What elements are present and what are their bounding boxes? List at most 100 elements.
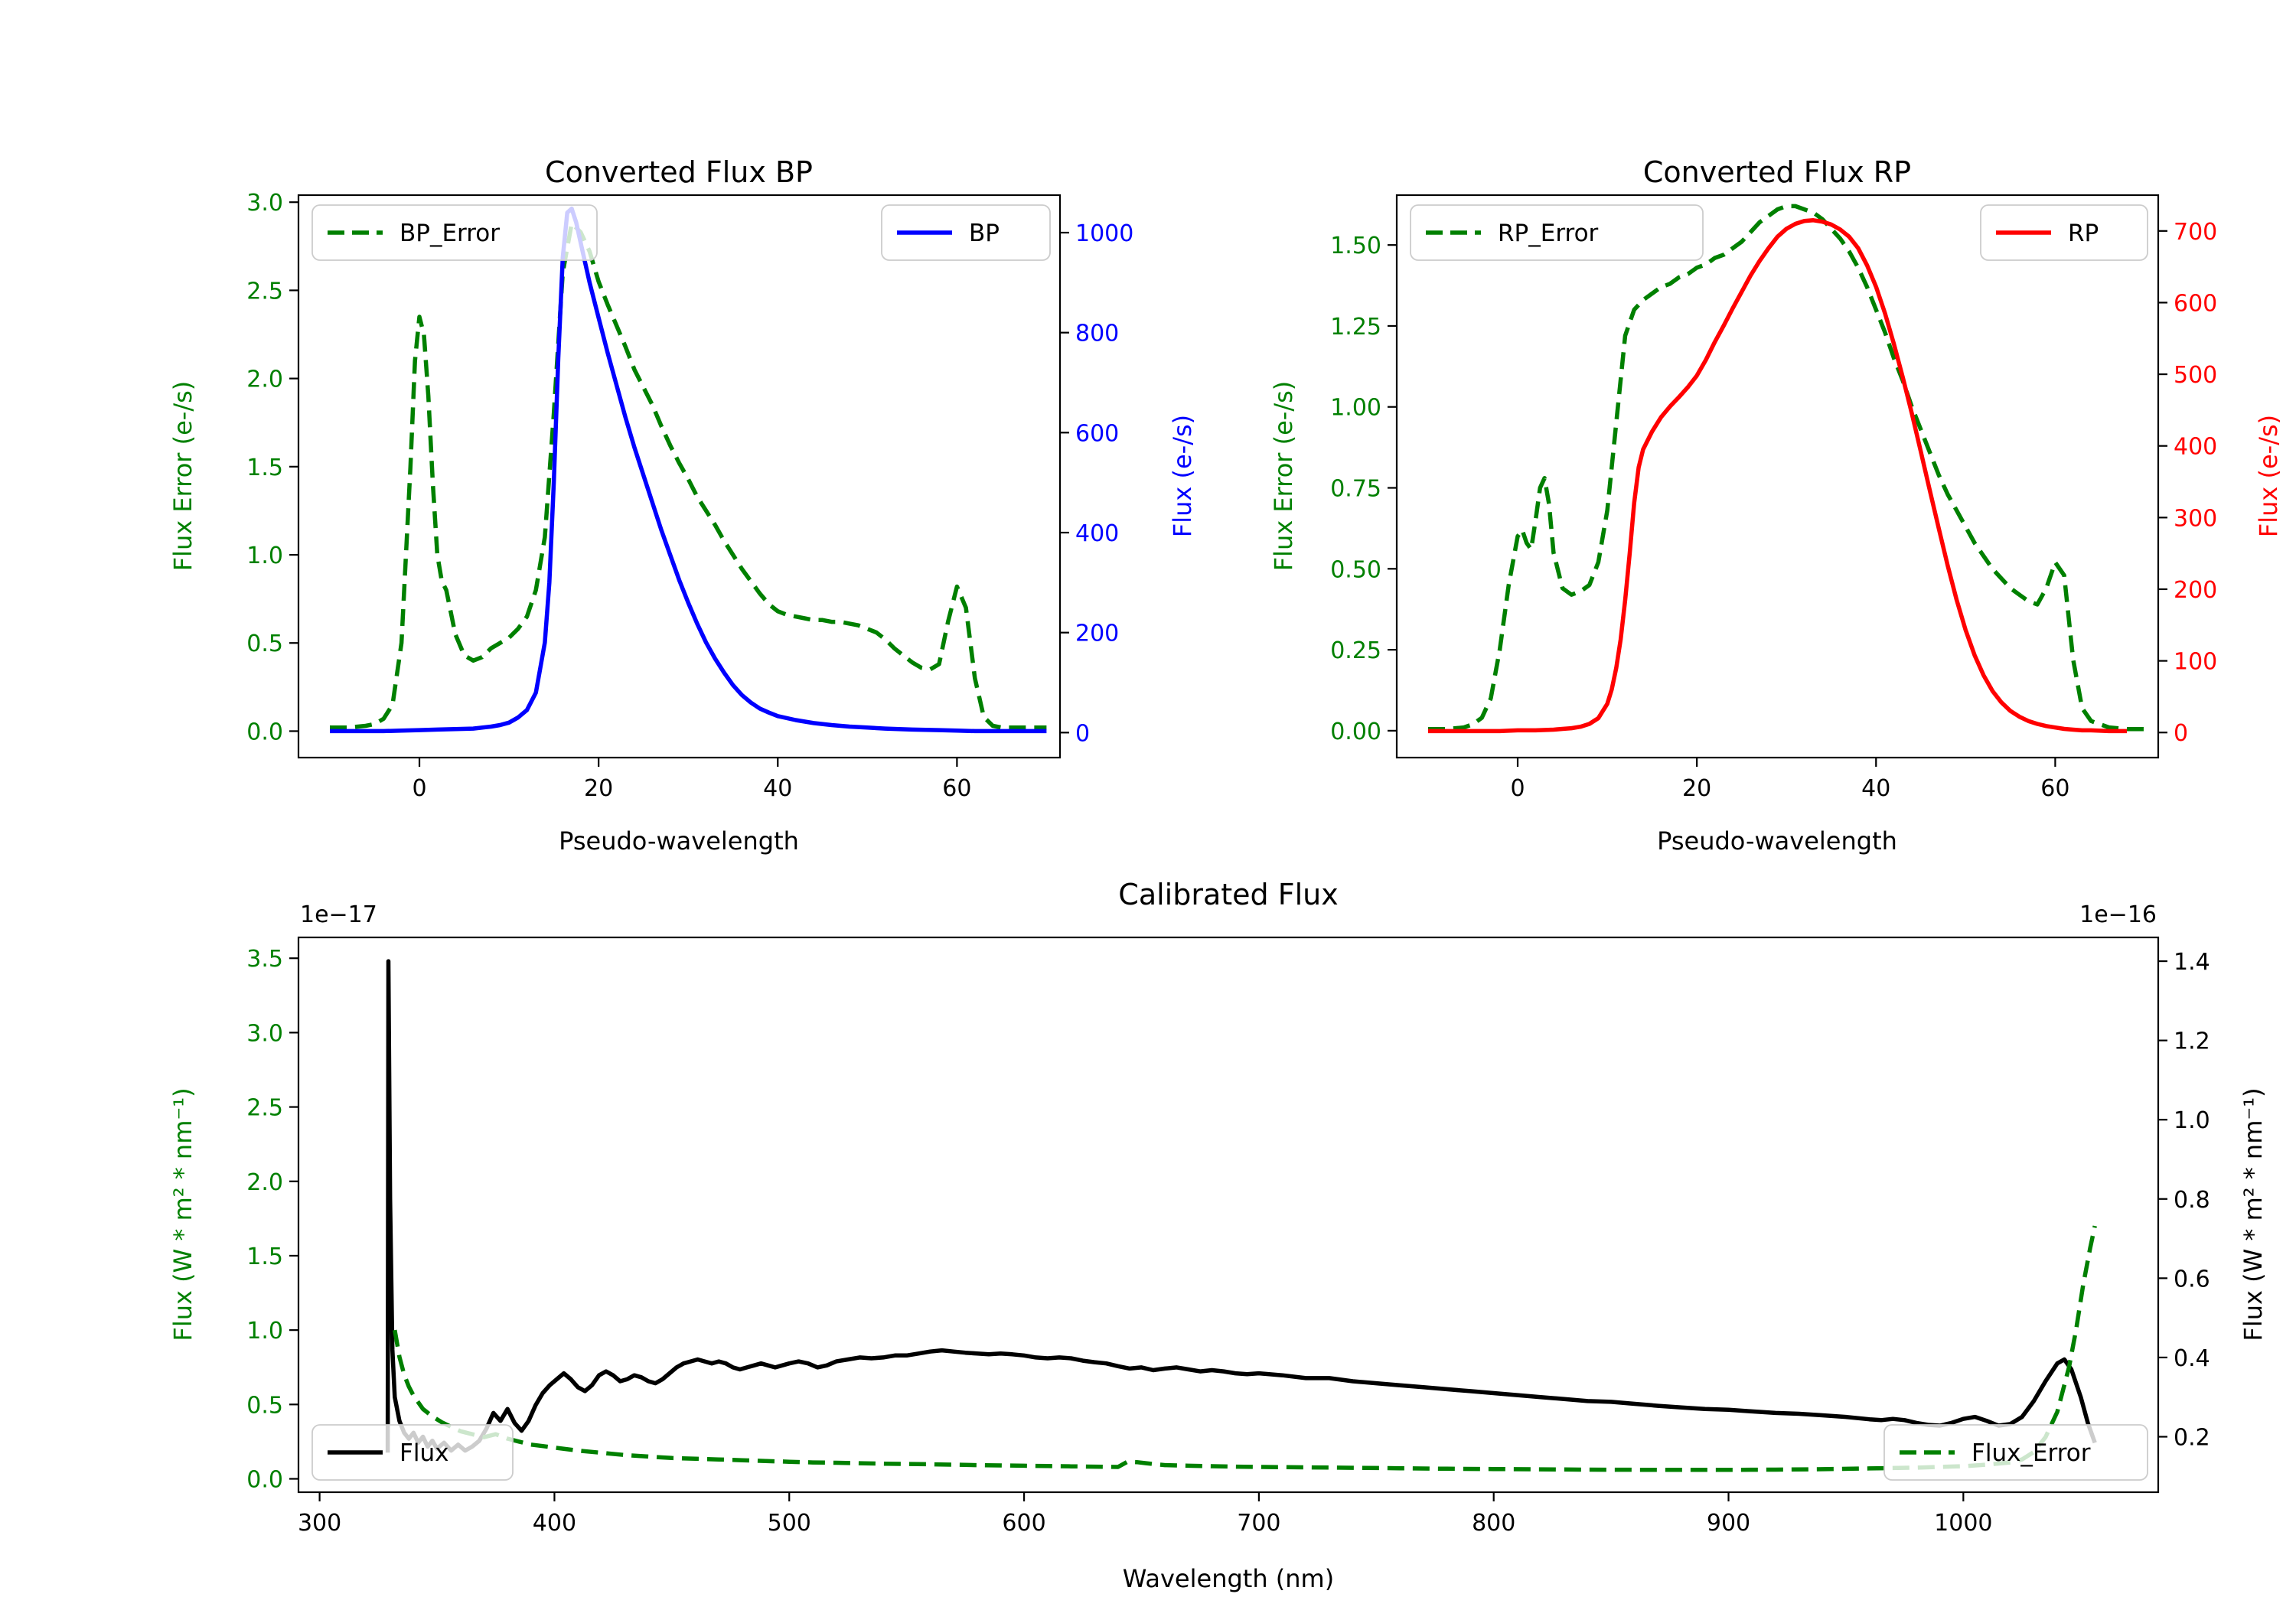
y-left-tick-label: 1.0: [246, 543, 283, 569]
x-tick-label: 20: [584, 775, 613, 802]
y-right-tick-label: 1.0: [2174, 1107, 2210, 1134]
y-right-tick-label: 0.2: [2174, 1425, 2210, 1452]
y-left-tick-label: 0.75: [1330, 476, 1381, 503]
cal-offset-right: 1e−16: [2079, 901, 2157, 928]
y-left-tick-label: 1.25: [1330, 314, 1381, 341]
legend-flux-label: Flux: [400, 1439, 448, 1467]
legend-bp-error: BP_Error: [311, 204, 598, 261]
bp-ylabel-left: Flux Error (e-/s): [168, 381, 197, 572]
legend-flux-error-label: Flux_Error: [1971, 1439, 2091, 1467]
y-right-tick-label: 500: [2174, 362, 2217, 389]
bp-xlabel: Pseudo-wavelength: [559, 826, 799, 856]
series-flux-error: [393, 1225, 2097, 1472]
y-right-tick-label: 200: [1075, 621, 1119, 647]
legend-frame: [1980, 204, 2148, 261]
y-right-tick-label: 400: [2174, 434, 2217, 461]
legend-frame: [881, 204, 1051, 261]
legend-flux: Flux: [311, 1424, 514, 1481]
rp-plot-area: 0 20 40 60 0.00 0.25 0.50 0.75 1.00 1.25 1.50 0 100 2…: [1330, 194, 2217, 802]
y-left-tick-label: 0.0: [246, 719, 283, 745]
y-left-tick-label: 3.0: [246, 1020, 283, 1047]
rp-ylabel-left: Flux Error (e-/s): [1269, 381, 1298, 572]
bp-title: Converted Flux BP: [545, 155, 813, 189]
axes-frame: [297, 194, 1062, 759]
x-tick-label: 0: [1510, 775, 1525, 802]
x-tick-label: 1000: [1934, 1510, 1992, 1537]
legend-flux-error: Flux_Error: [1883, 1424, 2148, 1481]
series-bp: [330, 206, 1047, 734]
y-left-tick-label: 0.0: [246, 1467, 283, 1494]
y-right-tick-label: 0: [2174, 720, 2188, 747]
x-tick-label: 0: [412, 775, 426, 802]
legend-bp: BP: [881, 204, 1051, 261]
axes-frame: [297, 936, 2160, 1494]
y-left-tick-label: 3.5: [246, 946, 283, 973]
y-right-tick-label: 600: [1075, 420, 1119, 447]
series-rp-error: [1428, 204, 2145, 732]
x-tick-label: 40: [1861, 775, 1890, 802]
y-left-tick-label: 2.0: [246, 367, 283, 393]
y-left-tick-label: 1.5: [246, 1244, 283, 1270]
y-right-tick-label: 0.4: [2174, 1345, 2210, 1372]
y-right-tick-label: 800: [1075, 321, 1119, 347]
y-right-tick-label: 400: [1075, 520, 1119, 547]
y-left-tick-label: 2.5: [246, 278, 283, 305]
x-tick-label: 900: [1707, 1510, 1750, 1537]
series-bp-error: [330, 221, 1047, 730]
y-left-tick-label: 1.50: [1330, 233, 1381, 259]
x-tick-label: 300: [298, 1510, 341, 1537]
rp-title: Converted Flux RP: [1643, 155, 1911, 189]
legend-rp-error: RP_Error: [1410, 204, 1704, 261]
legend-frame: [311, 204, 598, 261]
y-left-tick-label: 1.5: [246, 455, 283, 481]
x-tick-label: 700: [1237, 1510, 1280, 1537]
x-tick-label: 40: [763, 775, 792, 802]
y-right-tick-label: 1.4: [2174, 949, 2210, 976]
y-right-tick-label: 1.2: [2174, 1028, 2210, 1055]
y-right-tick-label: 100: [2174, 649, 2217, 676]
series-flux: [385, 959, 2097, 1453]
cal-offset-left: 1e−17: [300, 901, 377, 928]
y-right-tick-label: 0.6: [2174, 1266, 2210, 1292]
x-tick-label: 800: [1472, 1510, 1515, 1537]
y-right-tick-label: 1000: [1075, 220, 1133, 247]
x-tick-label: 400: [533, 1510, 576, 1537]
bp-plot-area: 0 20 40 60 0.0 0.5 1.0 1.5 2.0 2.5 3.0 0 200 400 600 80…: [246, 190, 1133, 802]
axes-frame: [1395, 194, 2160, 759]
x-tick-label: 600: [1002, 1510, 1045, 1537]
y-left-tick-label: 3.0: [246, 190, 283, 217]
y-left-tick-label: 0.5: [246, 1392, 283, 1419]
legend-frame: [1883, 1424, 2148, 1481]
rp-xlabel: Pseudo-wavelength: [1657, 826, 1897, 856]
y-right-tick-label: 300: [2174, 505, 2217, 532]
y-right-tick-label: 700: [2174, 219, 2217, 246]
y-right-tick-label: 200: [2174, 577, 2217, 604]
y-left-tick-label: 0.25: [1330, 637, 1381, 664]
legend-bp-label: BP: [969, 220, 1000, 247]
x-tick-label: 500: [768, 1510, 811, 1537]
x-tick-label: 60: [2040, 775, 2069, 802]
y-left-tick-label: 1.00: [1330, 395, 1381, 422]
y-right-tick-label: 600: [2174, 290, 2217, 317]
legend-frame: [1410, 204, 1704, 261]
legend-rp-error-label: RP_Error: [1498, 220, 1599, 247]
x-tick-label: 60: [942, 775, 971, 802]
y-left-tick-label: 0.5: [246, 631, 283, 657]
y-left-tick-label: 0.00: [1330, 719, 1381, 745]
cal-xlabel: Wavelength (nm): [1123, 1564, 1334, 1593]
rp-ylabel-right: Flux (e-/s): [2254, 415, 2283, 537]
legend-rp-label: RP: [2068, 220, 2099, 247]
y-right-tick-label: 0: [1075, 720, 1090, 747]
series-rp: [1428, 218, 2127, 734]
x-tick-label: 20: [1682, 775, 1711, 802]
y-left-tick-label: 2.5: [246, 1095, 283, 1122]
cal-ylabel-left: Flux (W * m² * nm⁻¹): [168, 1087, 197, 1341]
y-left-tick-label: 1.0: [246, 1318, 283, 1345]
y-left-tick-label: 2.0: [246, 1169, 283, 1196]
cal-ylabel-right: Flux (W * m² * nm⁻¹): [2239, 1087, 2268, 1341]
cal-title: Calibrated Flux: [1118, 878, 1338, 911]
legend-frame: [311, 1424, 514, 1481]
y-right-tick-label: 0.8: [2174, 1187, 2210, 1214]
legend-rp: RP: [1980, 204, 2148, 261]
